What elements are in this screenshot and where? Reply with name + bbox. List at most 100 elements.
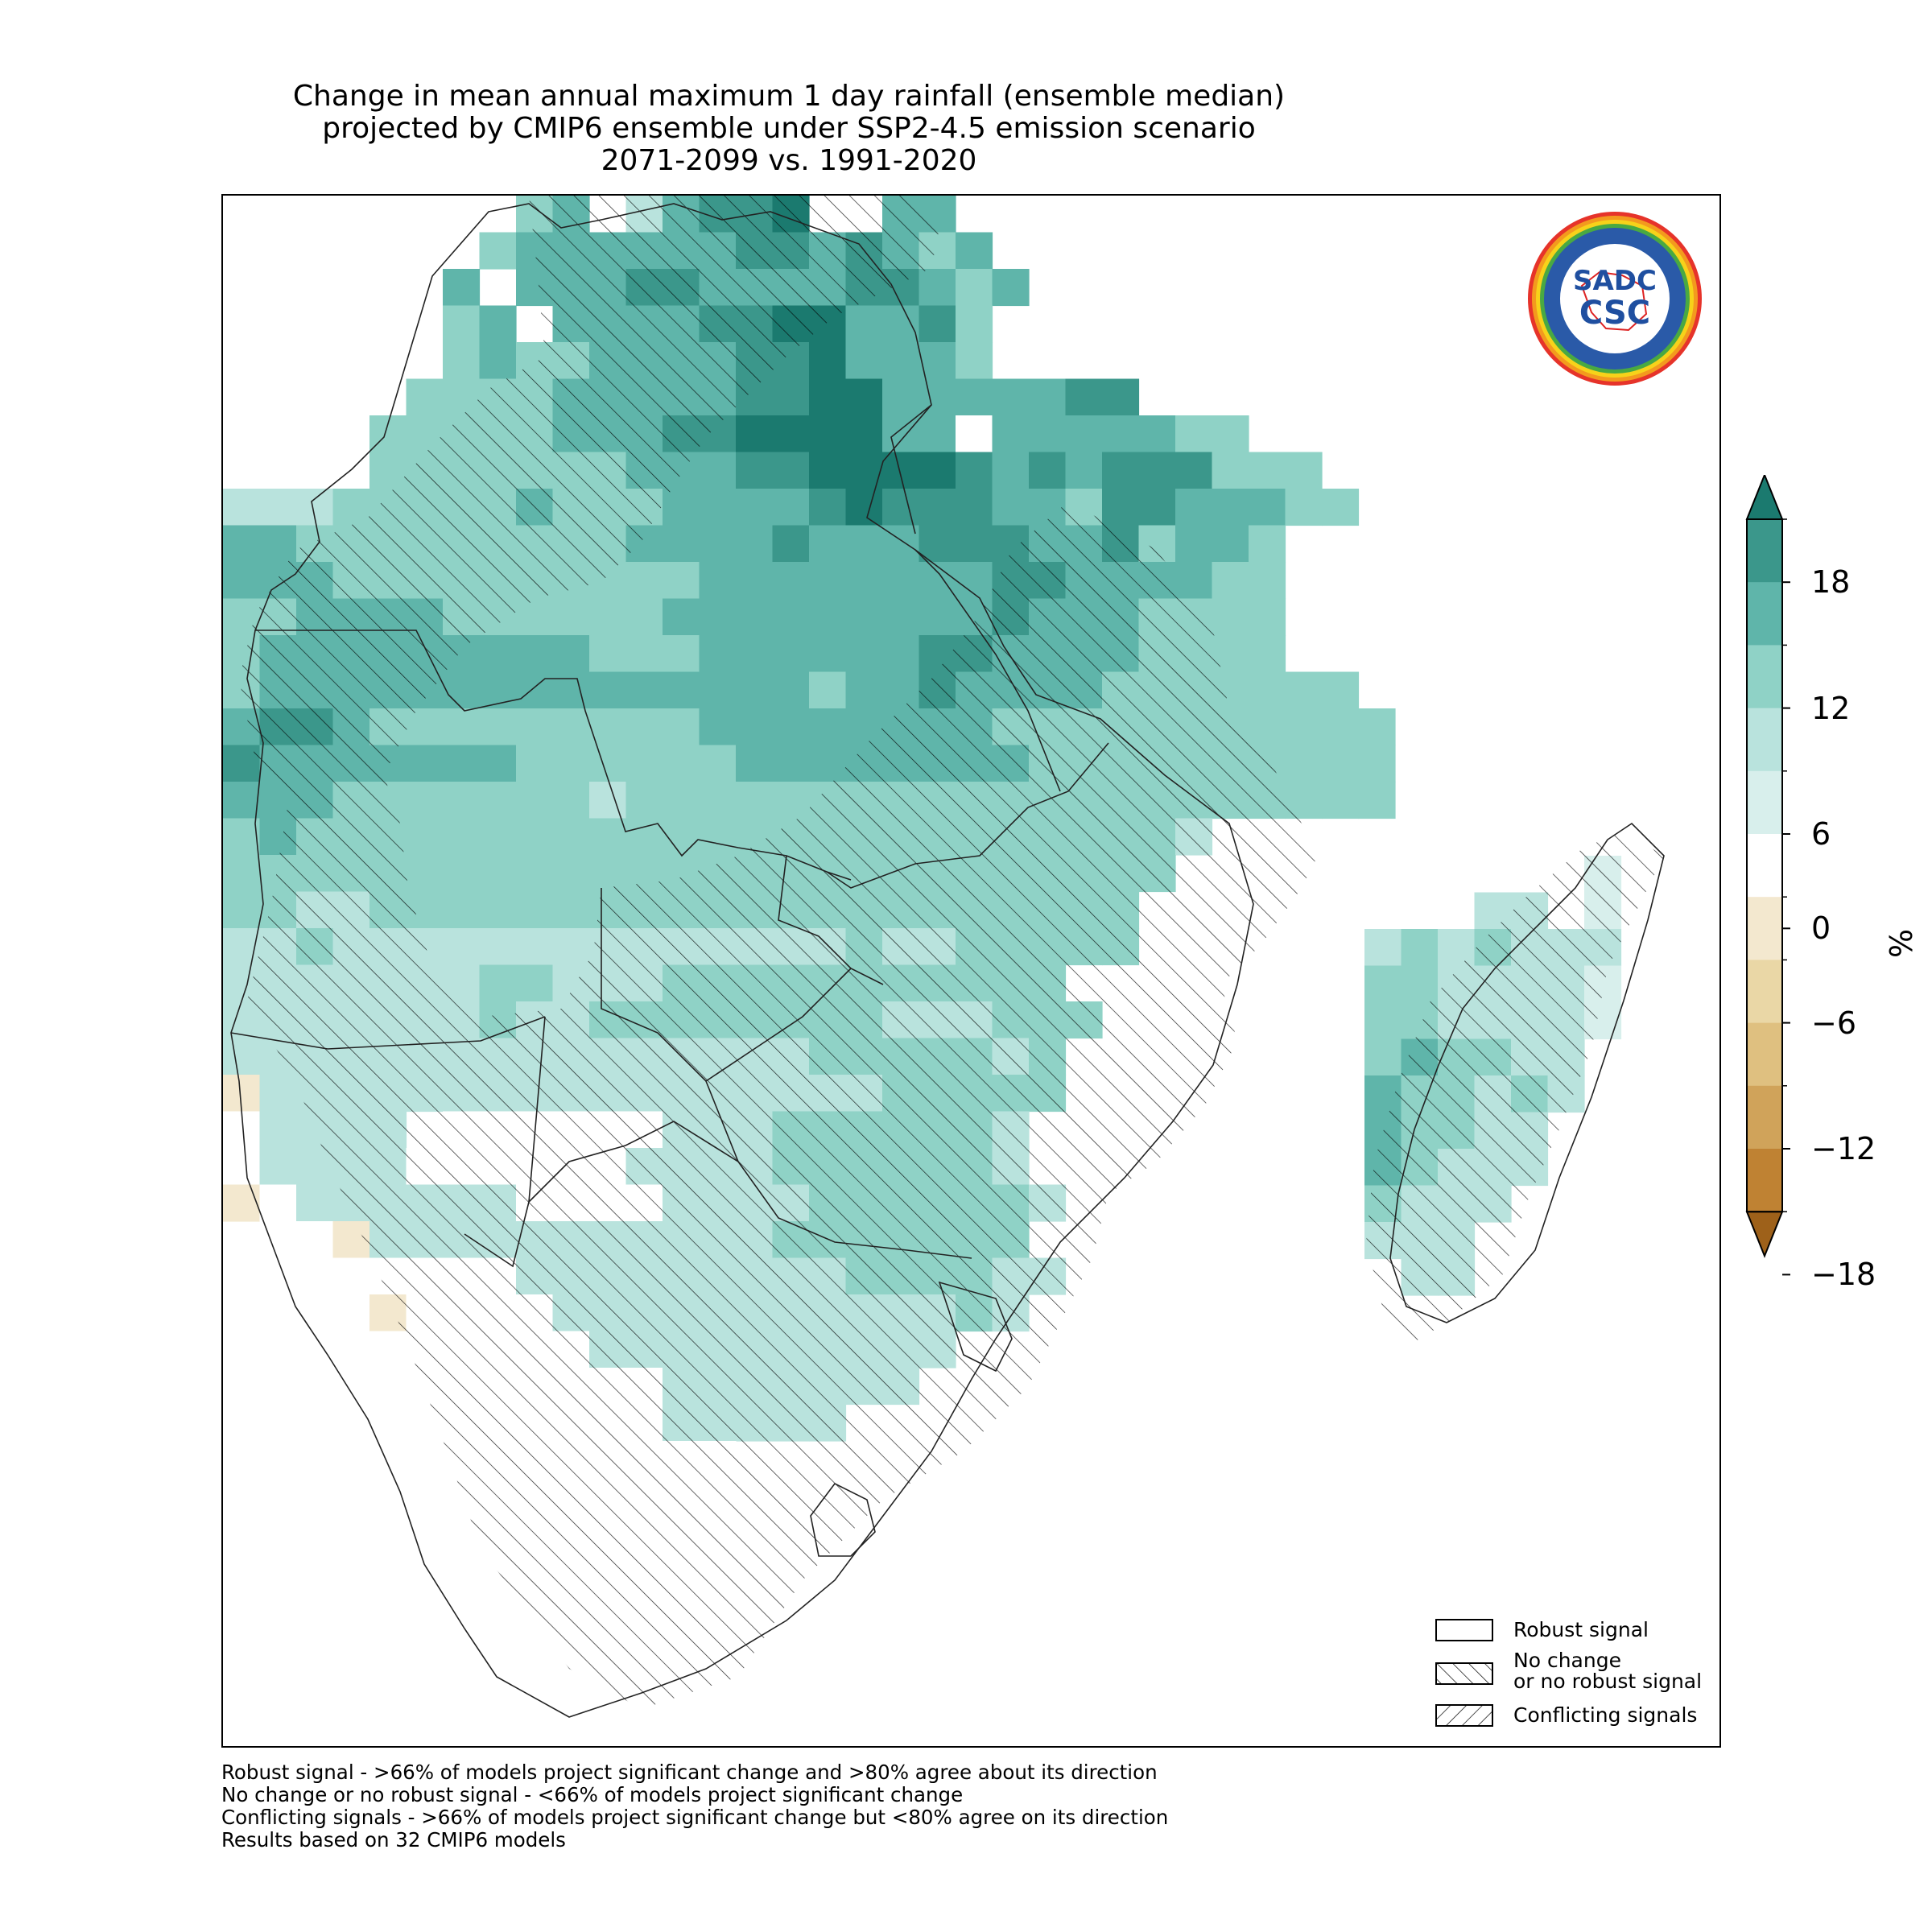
grid-cell bbox=[845, 415, 883, 453]
grid-cell bbox=[259, 489, 297, 526]
hatched-region bbox=[239, 196, 1318, 1709]
grid-cell bbox=[1249, 708, 1286, 746]
grid-cell bbox=[956, 562, 993, 600]
grid-cell bbox=[552, 818, 590, 856]
grid-cell bbox=[772, 671, 810, 709]
sadc-csc-logo: SADC CSC bbox=[1528, 212, 1702, 386]
grid-cell bbox=[772, 415, 810, 453]
grid-cell bbox=[223, 1148, 261, 1186]
grid-cell bbox=[296, 1221, 334, 1259]
grid-cell bbox=[663, 745, 700, 782]
grid-cell bbox=[845, 489, 883, 526]
grid-cell bbox=[882, 378, 920, 416]
grid-cell bbox=[956, 489, 993, 526]
grid-cell bbox=[663, 818, 700, 856]
grid-cell bbox=[663, 635, 700, 673]
grid-cell bbox=[772, 562, 810, 600]
grid-cell bbox=[845, 671, 883, 709]
grid-cell bbox=[1212, 525, 1249, 563]
grid-cell bbox=[772, 598, 810, 636]
grid-cell bbox=[223, 1184, 261, 1222]
grid-cell bbox=[406, 745, 444, 782]
grid-cell bbox=[1029, 378, 1067, 416]
country-borders bbox=[230, 203, 1665, 1718]
grid-cell bbox=[589, 782, 627, 819]
grid-cell-madagascar bbox=[1401, 965, 1439, 1003]
colorbar-segment bbox=[1747, 708, 1782, 772]
grid-cell bbox=[1065, 452, 1103, 489]
grid-cell bbox=[479, 855, 517, 893]
grid-cell bbox=[919, 452, 956, 489]
grid-cell bbox=[259, 1184, 297, 1222]
grid-cell bbox=[736, 708, 774, 746]
colorbar-segment bbox=[1747, 1085, 1782, 1150]
grid-cell bbox=[1322, 489, 1360, 526]
grid-cell bbox=[479, 928, 517, 966]
grid-cell bbox=[882, 635, 920, 673]
grid-cell bbox=[992, 269, 1030, 307]
grid-cell bbox=[479, 635, 517, 673]
grid-cell bbox=[259, 1111, 297, 1149]
grid-cell bbox=[882, 489, 920, 526]
grid-cell bbox=[772, 378, 810, 416]
grid-cell bbox=[956, 342, 993, 380]
legend-nochange-label-2: or no robust signal bbox=[1513, 1670, 1703, 1693]
colorbar-extend-max bbox=[1745, 475, 1784, 520]
grid-cell bbox=[699, 489, 737, 526]
colorbar-tick-label: 18 bbox=[1811, 564, 1851, 601]
grid-cell bbox=[406, 378, 444, 416]
grid-cell bbox=[516, 635, 554, 673]
grid-cell bbox=[1029, 452, 1067, 489]
grid-cell bbox=[699, 525, 737, 563]
grid-cell bbox=[699, 782, 737, 819]
logo-csc-text: CSC bbox=[1579, 295, 1650, 332]
grid-cell bbox=[516, 855, 554, 893]
grid-cell bbox=[406, 782, 444, 819]
hatching-no-robust-signal bbox=[239, 196, 1664, 1709]
grid-cell bbox=[736, 745, 774, 782]
grid-cell bbox=[516, 964, 554, 1002]
grid-cell bbox=[845, 598, 883, 636]
grid-cell bbox=[1249, 562, 1286, 600]
grid-cell bbox=[223, 855, 261, 893]
colorbar-segment bbox=[1747, 960, 1782, 1024]
grid-cell bbox=[699, 708, 737, 746]
grid-cell bbox=[516, 891, 554, 929]
grid-cell bbox=[736, 525, 774, 563]
grid-cell bbox=[919, 562, 956, 600]
grid-cell bbox=[1102, 452, 1140, 489]
grid-cell bbox=[223, 1038, 261, 1075]
grid-cell bbox=[552, 598, 590, 636]
footnote-nochange: No change or no robust signal - <66% of … bbox=[221, 1783, 964, 1806]
grid-cell bbox=[1358, 708, 1396, 746]
grid-cell bbox=[552, 708, 590, 746]
grid-cell bbox=[625, 708, 663, 746]
grid-cell bbox=[809, 598, 847, 636]
grid-cell bbox=[1212, 598, 1249, 636]
grid-cell bbox=[1285, 745, 1323, 782]
grid-cell bbox=[956, 269, 993, 307]
grid-cell bbox=[223, 891, 261, 929]
grid-cell bbox=[809, 562, 847, 600]
grid-cell bbox=[552, 891, 590, 929]
colorbar-tick-label: −18 bbox=[1811, 1257, 1876, 1293]
grid-cell bbox=[259, 1075, 297, 1113]
grid-cell bbox=[736, 562, 774, 600]
grid-cell bbox=[699, 598, 737, 636]
grid-cell bbox=[479, 964, 517, 1002]
grid-cell bbox=[406, 818, 444, 856]
grid-cell bbox=[699, 452, 737, 489]
grid-cell bbox=[992, 378, 1030, 416]
grid-cell bbox=[882, 415, 920, 453]
grid-cell bbox=[919, 269, 956, 307]
border-line bbox=[810, 1482, 876, 1557]
grid-cell bbox=[516, 818, 554, 856]
grid-cell bbox=[625, 671, 663, 709]
grid-cell bbox=[1285, 671, 1323, 709]
grid-cell bbox=[589, 598, 627, 636]
grid-cell bbox=[443, 342, 481, 380]
grid-cell bbox=[956, 305, 993, 343]
grid-cell bbox=[772, 745, 810, 782]
grid-cell bbox=[1065, 415, 1103, 453]
colorbar-segment bbox=[1747, 1022, 1782, 1087]
